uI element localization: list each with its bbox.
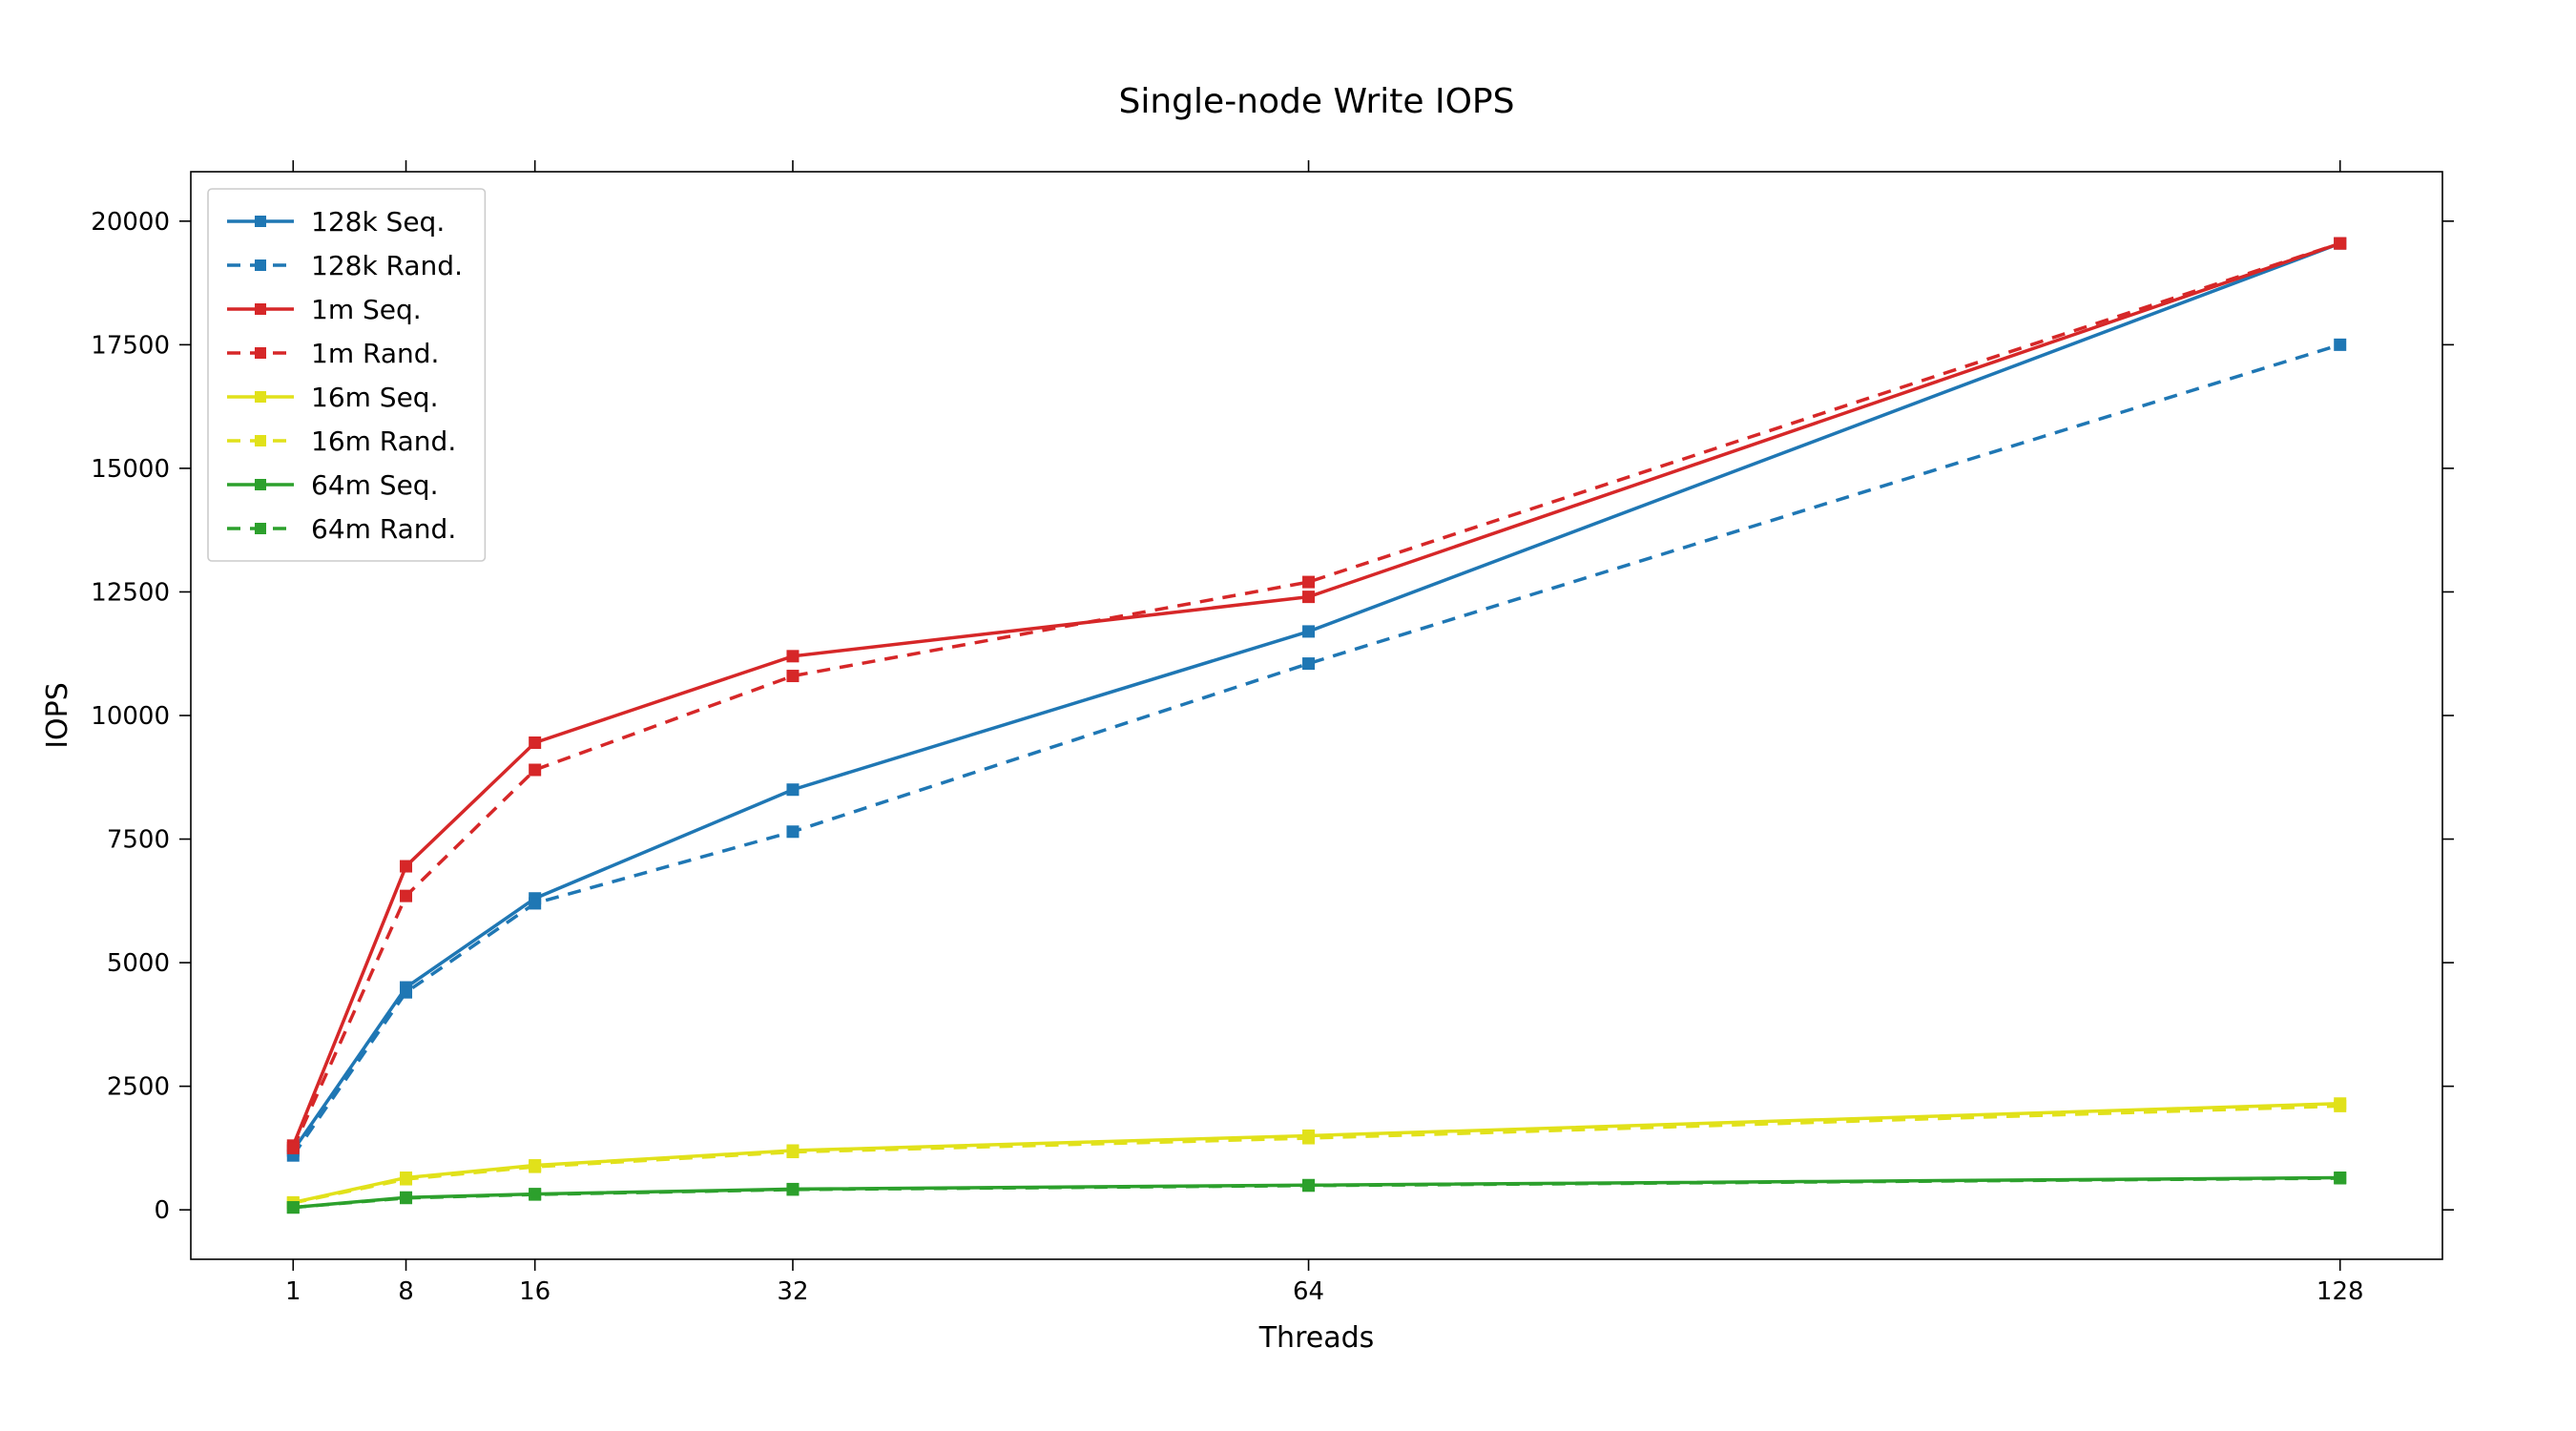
series-marker xyxy=(530,898,541,909)
series-marker xyxy=(2335,339,2346,350)
legend-label: 1m Seq. xyxy=(311,294,422,325)
x-tick-label: 1 xyxy=(285,1277,301,1306)
series-marker xyxy=(401,890,412,902)
series-marker xyxy=(287,1142,299,1153)
legend-label: 16m Rand. xyxy=(311,425,456,457)
y-axis-label: IOPS xyxy=(41,682,74,749)
series-marker xyxy=(2335,1100,2346,1111)
y-tick-label: 15000 xyxy=(91,455,170,484)
x-tick-label: 64 xyxy=(1293,1277,1324,1306)
legend-label: 128k Rand. xyxy=(311,250,463,281)
y-tick-label: 12500 xyxy=(91,578,170,607)
x-axis-label: Threads xyxy=(1258,1321,1375,1355)
legend-sample-marker xyxy=(255,523,266,534)
legend-sample-marker xyxy=(255,391,266,403)
series-marker xyxy=(787,1184,799,1195)
series-marker xyxy=(1303,576,1315,588)
x-tick-label: 32 xyxy=(777,1277,808,1306)
chart-container: 0 2500 5000 7500 10000 12500 15000 17500 20000 1 8… xyxy=(0,0,2576,1431)
legend-sample-marker xyxy=(255,303,266,315)
legend-sample-marker xyxy=(255,347,266,359)
legend-sample-marker xyxy=(255,259,266,271)
chart-title: Single-node Write IOPS xyxy=(1119,82,1515,121)
series-marker xyxy=(1303,626,1315,637)
series-marker xyxy=(1303,1132,1315,1144)
legend-sample-marker xyxy=(255,479,266,490)
x-tick-label: 128 xyxy=(2316,1277,2364,1306)
series-marker xyxy=(1303,658,1315,670)
series-marker xyxy=(787,826,799,838)
y-tick-label: 20000 xyxy=(91,208,170,237)
series-marker xyxy=(2335,1172,2346,1184)
series-marker xyxy=(530,737,541,749)
legend-label: 64m Rand. xyxy=(311,513,456,545)
series-marker xyxy=(530,1189,541,1200)
series-marker xyxy=(401,1192,412,1204)
y-tick-label: 2500 xyxy=(107,1073,170,1102)
series-marker xyxy=(787,651,799,662)
series-marker xyxy=(787,671,799,682)
legend-sample-marker xyxy=(255,216,266,227)
series-marker xyxy=(530,1161,541,1172)
series-marker xyxy=(401,1173,412,1185)
x-tick-label: 16 xyxy=(519,1277,551,1306)
series-marker xyxy=(287,1202,299,1213)
y-tick-label: 10000 xyxy=(91,702,170,731)
series-marker xyxy=(787,784,799,796)
series-marker xyxy=(2335,238,2346,249)
series-marker xyxy=(401,861,412,872)
line-chart: 0 2500 5000 7500 10000 12500 15000 17500 20000 1 8… xyxy=(0,0,2576,1431)
legend-sample-marker xyxy=(255,435,266,446)
series-marker xyxy=(1303,591,1315,603)
legend-label: 64m Seq. xyxy=(311,469,438,501)
y-tick-label: 7500 xyxy=(107,826,170,855)
y-tick-label: 0 xyxy=(154,1196,170,1225)
legend-label: 1m Rand. xyxy=(311,338,439,369)
series-marker xyxy=(401,986,412,998)
legend-label: 128k Seq. xyxy=(311,206,445,238)
y-tick-label: 5000 xyxy=(107,949,170,978)
legend-label: 16m Seq. xyxy=(311,382,438,413)
legend: 128k Seq. 128k Rand. 1m Seq. 1m Rand. 16m Se… xyxy=(208,189,485,561)
y-tick-label: 17500 xyxy=(91,331,170,360)
series-marker xyxy=(1303,1180,1315,1192)
x-tick-label: 8 xyxy=(398,1277,414,1306)
series-marker xyxy=(787,1147,799,1158)
series-marker xyxy=(530,764,541,776)
